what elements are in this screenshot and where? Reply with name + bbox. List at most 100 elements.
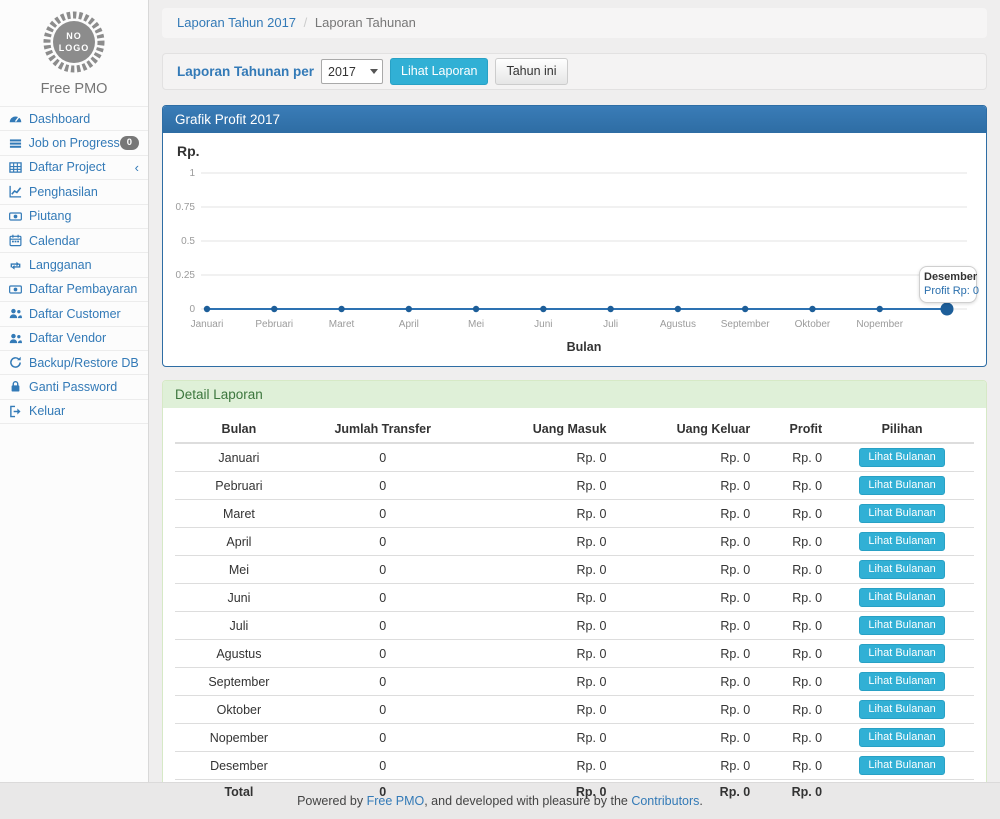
lihat-bulanan-button[interactable]: Lihat Bulanan	[859, 588, 945, 607]
y-tick-label: 0	[189, 304, 195, 315]
lihat-bulanan-button[interactable]: Lihat Bulanan	[859, 616, 945, 635]
column-header-pilihan: Pilihan	[830, 416, 974, 444]
cell-jumlah-transfer: 0	[302, 611, 463, 640]
chart-panel: Grafik Profit 2017 Rp. 0 0.25 0.5 0.75 1 Janu…	[162, 105, 987, 367]
sidebar-item-langganan[interactable]: Langganan	[0, 253, 148, 278]
x-tick-label: Juni	[534, 319, 552, 330]
chart-tooltip: Desember Profit Rp: 0	[919, 266, 980, 303]
tahun-ini-button[interactable]: Tahun ini	[495, 58, 568, 85]
data-point[interactable]	[338, 305, 345, 313]
data-point[interactable]	[809, 305, 816, 313]
y-tick-label: 0.5	[181, 236, 195, 247]
x-tick-label: September	[721, 319, 771, 330]
lihat-bulanan-button[interactable]: Lihat Bulanan	[859, 448, 945, 467]
x-tick-label: Mei	[468, 319, 484, 330]
lihat-bulanan-button[interactable]: Lihat Bulanan	[859, 756, 945, 775]
breadcrumb-separator: /	[303, 15, 308, 30]
lihat-bulanan-button[interactable]: Lihat Bulanan	[859, 644, 945, 663]
data-point[interactable]	[405, 305, 413, 313]
sidebar-item-daftar-customer[interactable]: Daftar Customer	[0, 302, 148, 327]
breadcrumb-link[interactable]: Laporan Tahun 2017	[177, 15, 297, 30]
column-header-profit: Profit	[758, 416, 831, 444]
lihat-bulanan-button[interactable]: Lihat Bulanan	[859, 560, 945, 579]
sidebar-item-label: Piutang	[29, 209, 72, 224]
cell-bulan: Juli	[175, 611, 303, 640]
year-select-wrap: 2017	[321, 59, 384, 84]
lihat-bulanan-button[interactable]: Lihat Bulanan	[859, 532, 945, 551]
sidebar-item-label: Job on Progress	[28, 136, 120, 151]
cell-bulan: Pebruari	[175, 471, 303, 500]
x-tick-label: Nopember	[856, 319, 903, 330]
cell-jumlah-transfer: 0	[302, 639, 463, 668]
cell-jumlah-transfer: 0	[302, 555, 463, 584]
sidebar-item-label: Ganti Password	[29, 379, 118, 394]
calendar-icon	[9, 234, 24, 247]
cell-bulan: Maret	[175, 499, 303, 528]
data-point[interactable]	[741, 305, 749, 313]
cell-profit: Rp. 0	[758, 527, 831, 556]
cell-jumlah-transfer: 0	[302, 499, 463, 528]
cell-profit: Rp. 0	[758, 667, 831, 696]
cell-bulan: September	[175, 667, 303, 696]
column-header-uang-masuk: Uang Masuk	[462, 416, 615, 444]
cell-jumlah-transfer: 0	[302, 471, 463, 500]
cell-bulan: Desember	[175, 751, 303, 780]
table-row: Maret 0 Rp. 0 Rp. 0 Rp. 0 Lihat Bulanan	[175, 499, 974, 528]
table-row: Nopember 0 Rp. 0 Rp. 0 Rp. 0 Lihat Bulanan	[175, 723, 974, 752]
column-header-jumlah-transfer: Jumlah Transfer	[302, 416, 463, 444]
sidebar-item-penghasilan[interactable]: Penghasilan	[0, 180, 148, 205]
cell-uang-masuk: Rp. 0	[576, 450, 607, 465]
sidebar-item-ganti-password[interactable]: Ganti Password	[0, 375, 148, 400]
lihat-bulanan-button[interactable]: Lihat Bulanan	[859, 700, 945, 719]
data-point[interactable]	[876, 305, 883, 313]
svg-text:NO: NO	[66, 31, 82, 41]
cell-uang-masuk: Rp. 0	[462, 751, 615, 780]
table-row: Juni 0 Rp. 0 Rp. 0 Rp. 0 Lihat Bulanan	[175, 583, 974, 612]
sidebar-item-daftar-pembayaran[interactable]: Daftar Pembayaran	[0, 278, 148, 303]
data-point[interactable]	[203, 305, 211, 313]
lihat-bulanan-button[interactable]: Lihat Bulanan	[859, 672, 945, 691]
detail-panel-title: Detail Laporan	[163, 381, 986, 408]
brand: NO LOGO Free PMO	[0, 0, 148, 106]
cell-profit: Rp. 0	[792, 450, 823, 465]
lihat-bulanan-button[interactable]: Lihat Bulanan	[859, 728, 945, 747]
cell-uang-keluar: Rp. 0	[614, 751, 759, 780]
count-badge: 0	[119, 136, 139, 150]
cell-bulan: Nopember	[175, 723, 303, 752]
sidebar-item-daftar-vendor[interactable]: Daftar Vendor	[0, 327, 148, 351]
cell-uang-masuk: Rp. 0	[462, 527, 615, 556]
cell-bulan: April	[175, 527, 303, 556]
lihat-bulanan-button[interactable]: Lihat Bulanan	[859, 504, 945, 523]
data-point[interactable]	[540, 305, 547, 313]
chart-panel-body: Rp. 0 0.25 0.5 0.75 1 Januari Pebruari Maret Apr…	[163, 133, 986, 366]
sidebar-item-backup-restore-db[interactable]: Backup/Restore DB	[0, 351, 148, 376]
sidebar-item-keluar[interactable]: Keluar	[0, 400, 148, 425]
lihat-bulanan-button[interactable]: Lihat Bulanan	[859, 476, 945, 495]
data-point-highlighted[interactable]	[940, 302, 954, 316]
cell-uang-keluar: Rp. 0	[614, 583, 759, 612]
sidebar-item-dashboard[interactable]: Dashboard	[0, 107, 148, 132]
sidebar-item-label: Calendar	[29, 233, 80, 248]
sidebar-item-calendar[interactable]: Calendar	[0, 229, 148, 254]
cell-uang-keluar: Rp. 0	[614, 667, 759, 696]
signout-icon	[9, 405, 24, 418]
cell-uang-masuk: Rp. 0	[462, 667, 615, 696]
lihat-laporan-button[interactable]: Lihat Laporan	[390, 58, 489, 85]
sidebar-item-piutang[interactable]: Piutang	[0, 205, 148, 229]
data-point[interactable]	[271, 305, 278, 313]
sidebar-item-daftar-project[interactable]: Daftar Project ‹	[0, 156, 148, 181]
brand-name: Free PMO	[40, 81, 108, 97]
cell-jumlah-transfer: 0	[302, 583, 463, 612]
tooltip-value: Profit Rp: 0	[924, 285, 980, 297]
year-select[interactable]: 2017	[321, 59, 384, 84]
data-point[interactable]	[472, 305, 480, 313]
data-point[interactable]	[607, 305, 614, 313]
cell-uang-keluar: Rp. 0	[614, 639, 759, 668]
money-icon	[9, 210, 24, 223]
data-point[interactable]	[674, 305, 682, 313]
sidebar-item-label: Keluar	[29, 404, 66, 419]
table-row: Januari 0 Rp. 0 Rp. 0 Rp. 0 Lihat Bulanan	[175, 443, 974, 472]
main-content: Laporan Tahun 2017 / Laporan Tahunan Lap…	[149, 0, 1000, 811]
x-tick-label: Januari	[191, 319, 224, 330]
sidebar-item-job-on-progress[interactable]: Job on Progress 0	[0, 131, 148, 156]
